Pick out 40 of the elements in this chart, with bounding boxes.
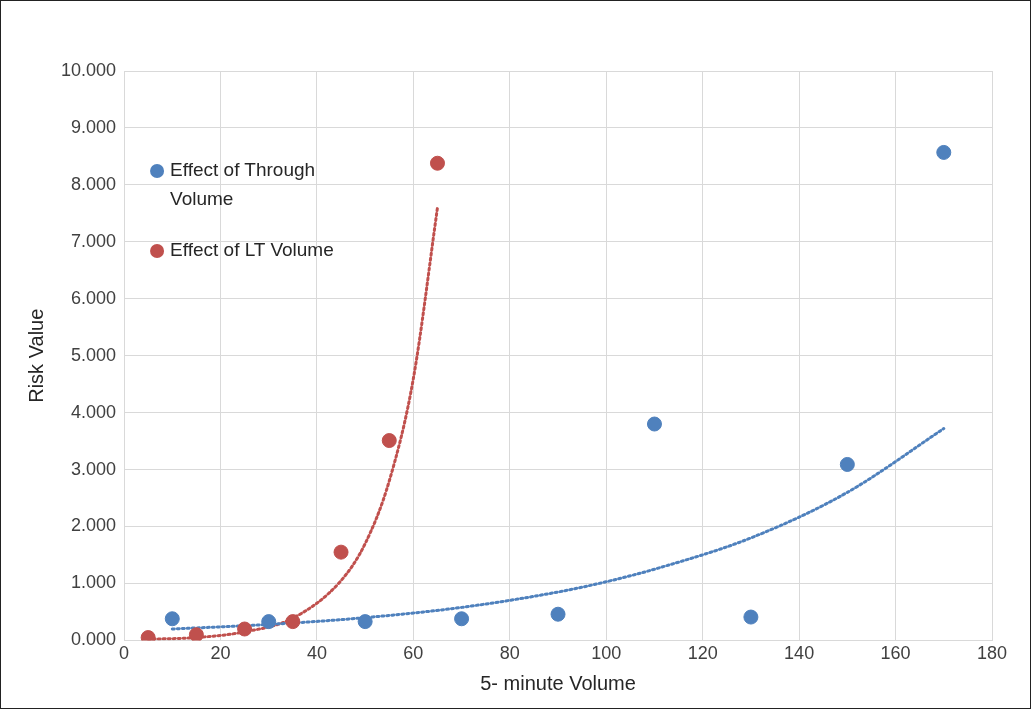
point xyxy=(429,155,445,171)
y-tick-label: 1.000 xyxy=(71,572,117,593)
x-tick-label: 140 xyxy=(784,643,815,664)
point xyxy=(550,606,566,622)
point xyxy=(333,544,349,560)
point xyxy=(164,611,180,627)
x-tick-label: 80 xyxy=(499,643,520,664)
point xyxy=(646,416,662,432)
x-axis-title: 5- minute Volume xyxy=(480,671,636,694)
legend-label: Effect of LT Volume xyxy=(170,239,334,261)
x-tick-label: 0 xyxy=(119,643,130,664)
y-tick-label: 5.000 xyxy=(71,344,117,365)
x-tick-label: 20 xyxy=(210,643,231,664)
x-tick-label: 100 xyxy=(591,643,622,664)
y-tick-label: 10.000 xyxy=(60,59,117,80)
y-tick-label: 7.000 xyxy=(71,230,117,251)
point xyxy=(237,621,253,637)
point xyxy=(454,611,470,627)
x-tick-label: 40 xyxy=(306,643,327,664)
y-tick-label: 0.000 xyxy=(71,629,117,650)
point xyxy=(839,456,855,472)
legend-label: Effect of Through Volume xyxy=(170,159,316,210)
point xyxy=(285,614,301,630)
y-tick-label: 8.000 xyxy=(71,173,117,194)
x-tick-label: 180 xyxy=(976,643,1008,664)
point xyxy=(357,614,373,630)
y-axis-title: Risk Value xyxy=(24,308,47,403)
point xyxy=(261,614,277,630)
x-tick-label: 60 xyxy=(403,643,424,664)
point xyxy=(381,433,397,449)
x-tick-label: 160 xyxy=(880,643,911,664)
y-tick-label: 3.000 xyxy=(71,458,117,479)
y-tick-label: 9.000 xyxy=(71,116,117,137)
point xyxy=(743,609,759,625)
y-tick-label: 4.000 xyxy=(71,401,117,422)
point xyxy=(936,144,952,160)
x-tick-label: 120 xyxy=(687,643,718,664)
point xyxy=(188,627,204,641)
y-tick-label: 6.000 xyxy=(71,287,117,308)
y-tick-label: 2.000 xyxy=(71,515,117,536)
